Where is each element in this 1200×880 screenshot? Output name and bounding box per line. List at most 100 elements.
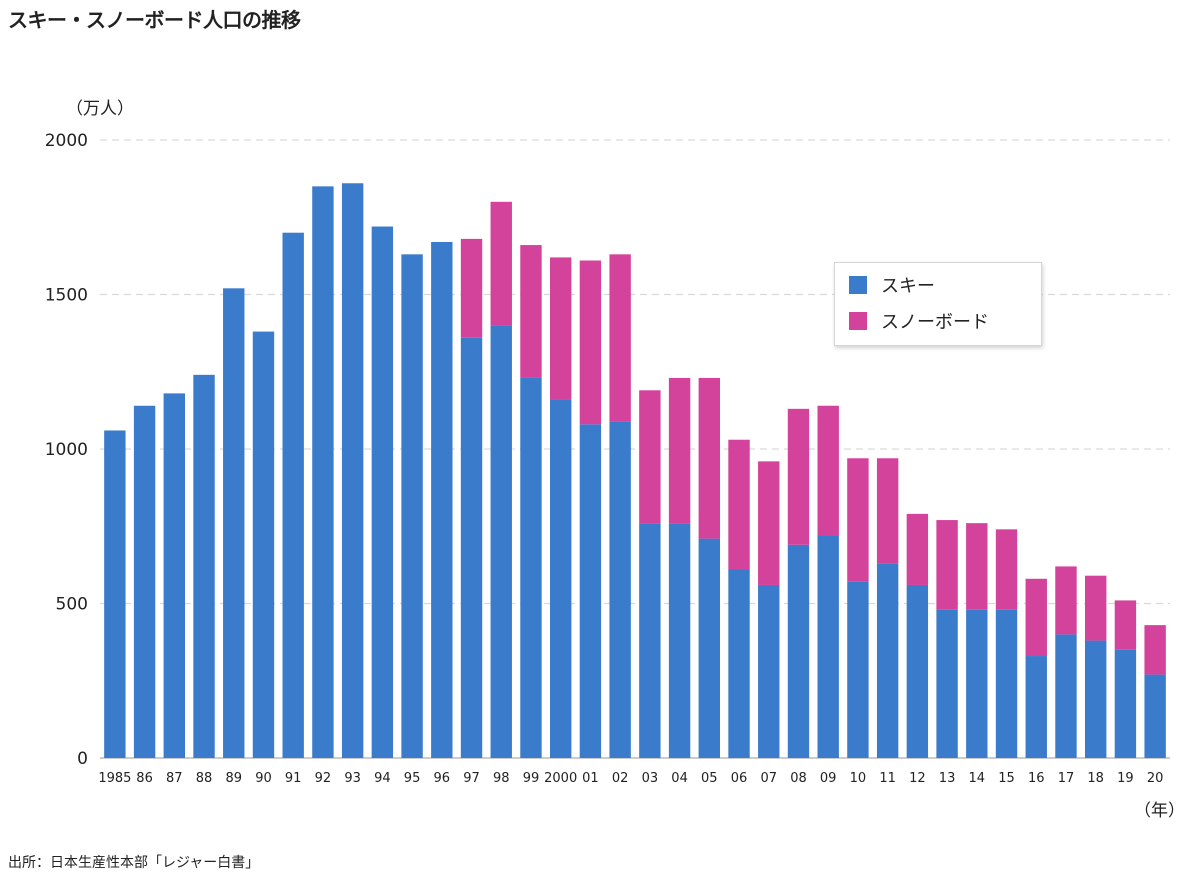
x-tick-label: 95	[404, 771, 421, 786]
bar-snowboard	[698, 377, 721, 539]
y-tick-label: 2000	[45, 131, 88, 151]
bars-layer	[104, 183, 1166, 759]
x-tick-label: 13	[939, 771, 956, 786]
source-note: 出所：日本生産性本部「レジャー白書」	[8, 855, 260, 871]
bar-ski	[995, 609, 1018, 758]
x-tick-label: 07	[760, 771, 777, 786]
bar-ski	[133, 405, 156, 758]
y-tick-label: 0	[77, 749, 88, 769]
bar-ski	[252, 331, 275, 758]
bar-ski	[549, 399, 572, 758]
bar-snowboard	[1055, 566, 1077, 635]
x-tick-label: 03	[642, 771, 659, 786]
bar-snowboard	[758, 461, 780, 585]
bar-ski	[460, 337, 483, 758]
x-tick-label: 18	[1087, 771, 1104, 786]
bar-snowboard	[668, 377, 691, 524]
bar-ski	[490, 325, 512, 758]
bar-ski	[401, 254, 423, 758]
x-tick-label: 89	[225, 771, 242, 786]
bar-ski	[520, 377, 542, 758]
bar-snowboard	[490, 201, 512, 326]
bar-ski	[847, 581, 869, 758]
bar-snowboard	[847, 458, 869, 582]
bar-snowboard	[906, 513, 929, 585]
bar-snowboard	[728, 439, 750, 570]
bar-ski	[193, 374, 215, 758]
bar-snowboard	[520, 245, 542, 378]
x-tick-label: 11	[879, 771, 896, 786]
x-tick-label: 97	[463, 771, 480, 786]
x-tick-label: 93	[344, 771, 361, 786]
x-tick-label: 91	[285, 771, 302, 786]
bar-snowboard	[876, 458, 899, 564]
bar-ski	[609, 421, 631, 758]
bar-ski	[639, 523, 661, 758]
bar-snowboard	[460, 238, 483, 338]
x-tick-label: 06	[731, 771, 748, 786]
legend-swatch-ski	[849, 276, 867, 294]
x-tick-label: 98	[493, 771, 510, 786]
bar-ski	[1084, 640, 1107, 758]
x-tick-label: 09	[820, 771, 837, 786]
bar-ski	[579, 424, 602, 758]
y-tick-labels: 0 500 1000 1500 2000	[45, 131, 88, 769]
bar-snowboard	[995, 529, 1018, 610]
bar-ski	[876, 563, 899, 758]
x-tick-label: 15	[998, 771, 1015, 786]
bar-snowboard	[609, 254, 631, 422]
legend-swatch-snowboard	[849, 312, 867, 330]
bar-ski	[312, 186, 334, 759]
x-axis-label: （年）	[1134, 801, 1185, 821]
bar-ski	[906, 584, 929, 758]
bar-snowboard	[579, 260, 602, 425]
x-tick-label: 96	[434, 771, 451, 786]
bar-snowboard	[639, 390, 661, 524]
x-tick-label: 14	[969, 771, 986, 786]
bar-ski	[341, 183, 364, 758]
x-tick-label: 10	[850, 771, 867, 786]
y-tick-label: 1500	[45, 286, 88, 306]
legend-item-snowboard: スノーボード	[849, 308, 989, 334]
bar-ski	[1025, 656, 1047, 758]
y-tick-label: 1000	[45, 440, 88, 460]
x-tick-label: 20	[1147, 771, 1164, 786]
bar-ski	[966, 609, 988, 758]
bar-ski	[1144, 674, 1166, 758]
bar-ski	[787, 544, 810, 758]
bar-snowboard	[1144, 625, 1166, 675]
bar-snowboard	[936, 520, 958, 610]
bar-snowboard	[817, 405, 839, 536]
x-tick-label: 88	[196, 771, 213, 786]
bar-ski	[698, 538, 721, 758]
bar-ski	[817, 535, 839, 758]
legend-label-snowboard: スノーボード	[881, 312, 989, 333]
x-tick-label: 08	[790, 771, 807, 786]
x-tick-label: 2000	[544, 771, 577, 786]
bar-ski	[758, 584, 780, 758]
legend-item-ski: スキー	[849, 272, 935, 298]
x-tick-label: 94	[374, 771, 391, 786]
chart-title: スキー・スノーボード人口の推移	[8, 8, 301, 32]
x-tick-label: 17	[1058, 771, 1075, 786]
x-tick-label: 02	[612, 771, 629, 786]
x-tick-label: 1985	[98, 771, 131, 786]
bar-snowboard	[1114, 600, 1137, 650]
legend: スキー スノーボード	[834, 262, 1042, 346]
x-tick-labels: 1985 86 87 88 89 90 91 92 93 94 95 96 97 98 99 2000 01 02…	[98, 771, 1163, 786]
x-tick-label: 87	[166, 771, 183, 786]
bar-ski	[1055, 634, 1077, 758]
x-tick-label: 19	[1117, 771, 1134, 786]
bar-snowboard	[549, 257, 572, 400]
bar-snowboard	[1084, 575, 1107, 641]
x-tick-label: 92	[315, 771, 332, 786]
y-tick-label: 500	[56, 595, 88, 615]
bar-ski	[163, 393, 186, 758]
bar-ski	[431, 241, 453, 759]
bar-ski	[104, 430, 126, 758]
x-tick-label: 01	[582, 771, 599, 786]
x-tick-label: 04	[671, 771, 688, 786]
x-tick-label: 16	[1028, 771, 1045, 786]
bar-ski	[668, 523, 691, 758]
